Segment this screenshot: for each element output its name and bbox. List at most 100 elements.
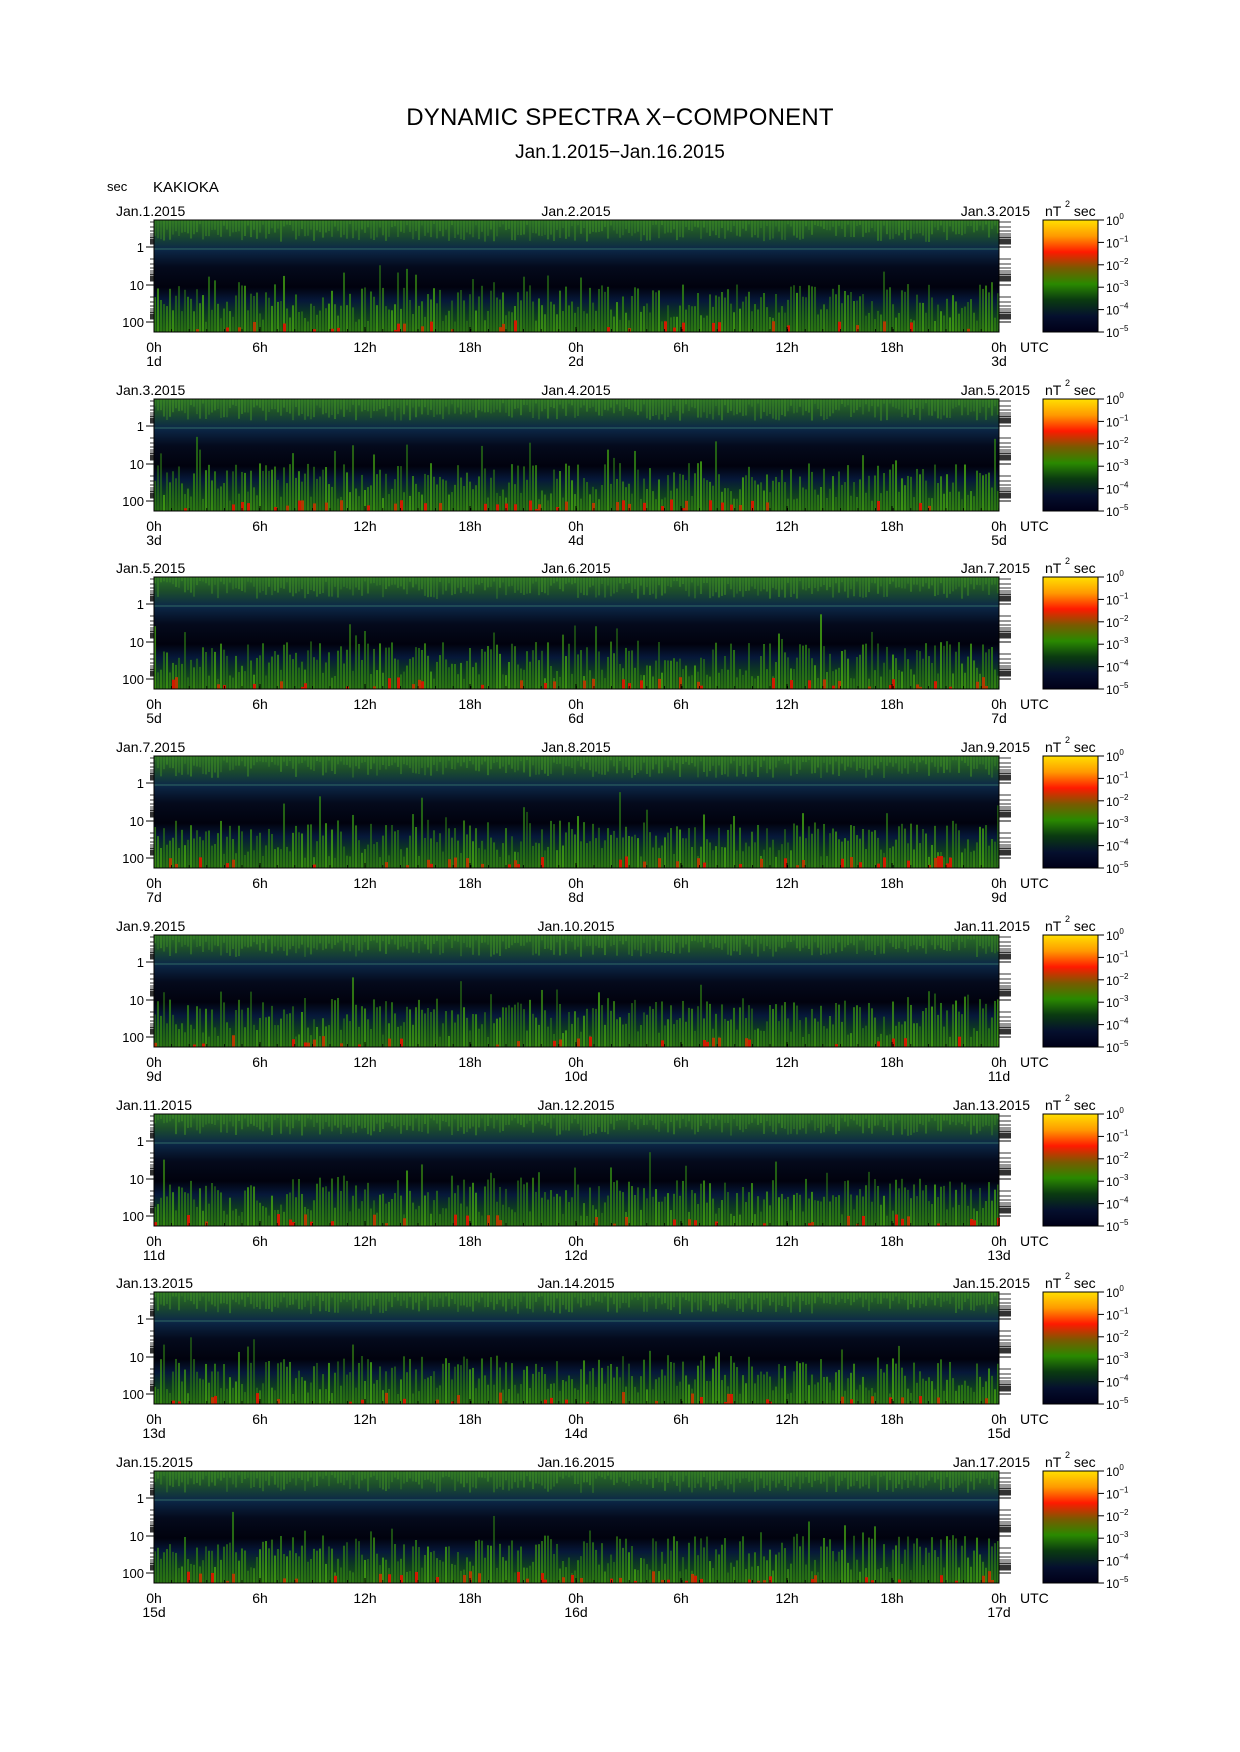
power-noise bbox=[460, 1292, 462, 1306]
power-streak bbox=[184, 1369, 186, 1404]
power-peak bbox=[238, 327, 241, 332]
power-streak bbox=[853, 482, 855, 511]
power-noise bbox=[523, 1114, 525, 1128]
power-noise bbox=[964, 756, 966, 763]
power-noise bbox=[955, 935, 957, 940]
power-streak bbox=[940, 1186, 942, 1226]
power-noise bbox=[595, 220, 597, 233]
power-streak bbox=[805, 1178, 807, 1226]
power-noise bbox=[187, 935, 189, 947]
power-noise bbox=[277, 220, 279, 229]
power-streak bbox=[868, 1171, 870, 1226]
power-noise bbox=[583, 220, 585, 229]
power-streak bbox=[508, 1207, 510, 1226]
power-noise bbox=[865, 756, 867, 778]
power-streak bbox=[874, 1179, 876, 1226]
power-noise bbox=[730, 220, 732, 232]
power-noise bbox=[280, 756, 282, 772]
power-noise bbox=[562, 577, 564, 592]
power-noise bbox=[223, 756, 225, 761]
power-noise bbox=[559, 935, 561, 956]
power-streak bbox=[970, 851, 972, 868]
power-noise bbox=[622, 756, 624, 774]
power-streak bbox=[409, 495, 411, 511]
power-noise bbox=[448, 1292, 450, 1307]
power-noise bbox=[586, 935, 588, 947]
power-noise bbox=[679, 756, 681, 777]
power-noise bbox=[967, 935, 969, 940]
power-noise bbox=[442, 1114, 444, 1122]
power-noise bbox=[673, 577, 675, 582]
power-noise bbox=[880, 577, 882, 587]
power-noise bbox=[241, 220, 243, 241]
x-tick-label: 0h bbox=[568, 875, 584, 891]
power-streak bbox=[451, 663, 453, 689]
power-noise bbox=[607, 756, 609, 772]
power-streak bbox=[658, 642, 660, 689]
power-peak bbox=[202, 1043, 205, 1047]
power-streak bbox=[994, 669, 996, 689]
power-noise bbox=[376, 1292, 378, 1300]
power-noise bbox=[421, 1114, 423, 1133]
power-noise bbox=[412, 756, 414, 773]
power-noise bbox=[604, 220, 606, 227]
power-peak bbox=[790, 680, 793, 689]
power-noise bbox=[328, 399, 330, 418]
power-streak bbox=[958, 1011, 960, 1047]
power-noise bbox=[400, 220, 402, 232]
power-noise bbox=[793, 577, 795, 594]
power-streak bbox=[487, 497, 489, 511]
power-noise bbox=[976, 577, 978, 585]
power-streak bbox=[202, 498, 204, 511]
power-noise bbox=[598, 220, 600, 232]
power-noise bbox=[970, 935, 972, 940]
power-streak bbox=[256, 835, 258, 868]
power-noise bbox=[535, 577, 537, 582]
power-peak bbox=[766, 502, 769, 511]
power-streak bbox=[736, 1193, 738, 1226]
power-streak bbox=[535, 1363, 537, 1404]
power-streak bbox=[523, 466, 525, 511]
power-noise bbox=[379, 399, 381, 410]
power-noise bbox=[298, 1114, 300, 1121]
power-noise bbox=[670, 220, 672, 233]
power-streak bbox=[814, 489, 816, 511]
power-streak bbox=[721, 847, 723, 868]
power-streak bbox=[802, 1211, 804, 1226]
power-streak bbox=[415, 483, 417, 511]
power-noise bbox=[943, 577, 945, 594]
power-streak bbox=[979, 673, 981, 689]
power-streak bbox=[415, 647, 417, 689]
power-noise bbox=[376, 577, 378, 586]
power-streak bbox=[382, 1034, 384, 1047]
power-peak bbox=[172, 679, 175, 689]
power-noise bbox=[523, 577, 525, 595]
power-streak bbox=[382, 835, 384, 868]
power-streak bbox=[355, 1185, 357, 1226]
power-peak bbox=[661, 506, 664, 511]
power-noise bbox=[943, 1114, 945, 1121]
power-streak bbox=[235, 464, 237, 511]
power-noise bbox=[163, 1114, 165, 1124]
power-streak bbox=[313, 1366, 315, 1404]
power-noise bbox=[748, 935, 750, 947]
power-streak bbox=[718, 827, 720, 868]
power-streak bbox=[172, 471, 174, 511]
power-noise bbox=[295, 399, 297, 407]
power-streak bbox=[886, 1215, 888, 1226]
power-noise bbox=[613, 220, 615, 231]
power-noise bbox=[421, 399, 423, 415]
power-noise bbox=[154, 220, 156, 237]
power-noise bbox=[316, 935, 318, 950]
power-noise bbox=[499, 935, 501, 956]
power-streak bbox=[247, 1007, 249, 1047]
power-streak bbox=[547, 846, 549, 868]
power-noise bbox=[193, 756, 195, 766]
power-noise bbox=[985, 935, 987, 954]
power-noise bbox=[493, 577, 495, 582]
power-streak bbox=[163, 1344, 165, 1404]
day-label: 3d bbox=[991, 353, 1007, 369]
power-noise bbox=[313, 577, 315, 592]
power-streak bbox=[412, 1202, 414, 1226]
power-noise bbox=[565, 1114, 567, 1131]
